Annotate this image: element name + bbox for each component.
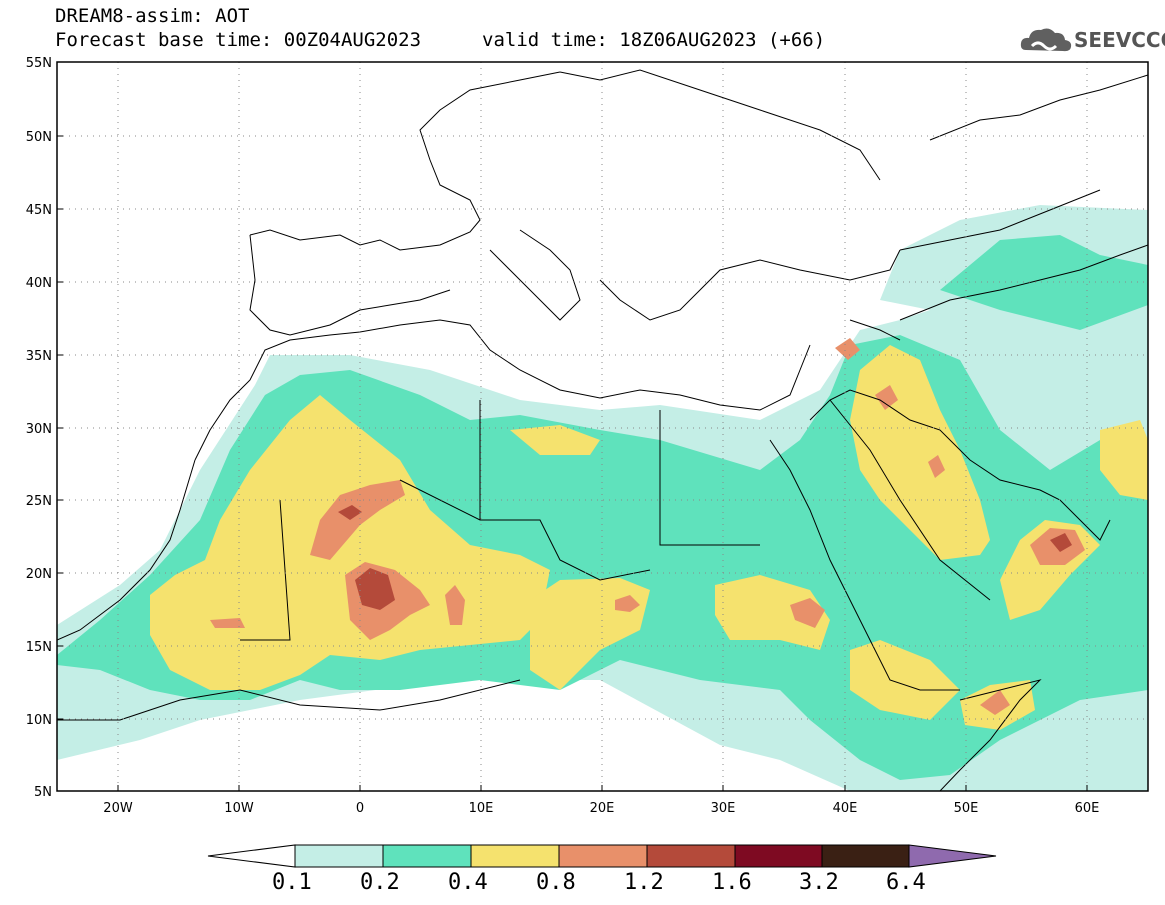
colorbar-under-arrow [207, 844, 296, 868]
colorbar-swatch [558, 844, 648, 868]
lon-label: 60E [1075, 801, 1100, 816]
colorbar-swatch [470, 844, 560, 868]
cloud-icon [1020, 28, 1072, 52]
lat-label: 55N [26, 56, 52, 71]
lon-label: 0 [356, 801, 364, 816]
lat-label: 35N [26, 349, 52, 364]
lon-label: 10W [224, 801, 254, 816]
lon-label: 20W [103, 801, 133, 816]
coastlines [57, 69, 1148, 791]
colorbar-label: 1.6 [712, 870, 752, 895]
colorbar-label: 0.8 [536, 870, 576, 895]
colorbar-over-arrow [908, 844, 997, 868]
colorbar-label: 0.1 [272, 870, 312, 895]
valid-time: valid time: 18Z06AUG2023 (+66) [482, 29, 826, 51]
colorbar-swatch [646, 844, 736, 868]
colorbar-swatch [382, 844, 472, 868]
axis-ticks [57, 61, 1088, 792]
lat-label: 10N [26, 713, 52, 728]
lon-label: 20E [590, 801, 615, 816]
colorbar-label: 6.4 [886, 870, 926, 895]
colorbar-label: 0.4 [448, 870, 488, 895]
seevccc-logo [1018, 20, 1158, 60]
colorbar-label: 3.2 [799, 870, 839, 895]
lon-label: 10E [469, 801, 494, 816]
aot-field [57, 62, 1148, 791]
colorbar-swatch [821, 844, 910, 868]
lat-label: 50N [26, 130, 52, 145]
colorbar-label: 0.2 [360, 870, 400, 895]
lat-label: 40N [26, 276, 52, 291]
lon-labels: 20W 10W 0 10E 20E 30E 40E 50E 60E [103, 801, 1099, 816]
colorbar-swatch [294, 844, 384, 868]
lon-label: 50E [954, 801, 979, 816]
colorbar-swatch [734, 844, 823, 868]
aot-band-1-2 [338, 505, 1072, 610]
lat-labels: 55N 50N 45N 40N 35N 30N 25N 20N 15N 10N … [26, 56, 52, 800]
logo-text: SEEVCCC [1074, 28, 1165, 52]
lon-label: 40E [833, 801, 858, 816]
lat-label: 20N [26, 567, 52, 582]
lat-label: 25N [26, 494, 52, 509]
colorbar [207, 844, 997, 868]
lat-label: 45N [26, 203, 52, 218]
forecast-base-time: Forecast base time: 00Z04AUG2023 [55, 29, 422, 51]
lat-label: 5N [34, 785, 52, 800]
lat-label: 30N [26, 422, 52, 437]
lat-label: 15N [26, 640, 52, 655]
map-title: DREAM8-assim: AOT [55, 5, 250, 27]
colorbar-label: 1.2 [624, 870, 664, 895]
lon-label: 30E [711, 801, 736, 816]
